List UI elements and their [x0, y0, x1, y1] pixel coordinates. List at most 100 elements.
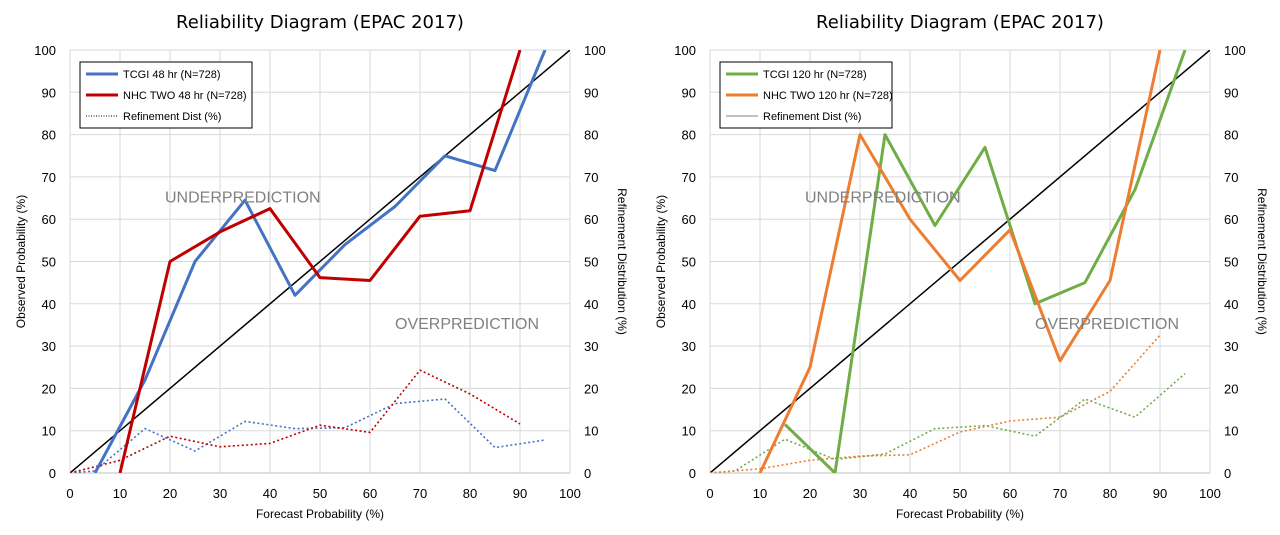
y2-tick-label: 20 [584, 381, 598, 396]
y-axis-label: Observed Probability (%) [14, 195, 28, 328]
y-tick-label: 50 [42, 255, 56, 270]
y2-tick-label: 100 [584, 43, 606, 58]
perfect-reliability-line [70, 50, 570, 473]
x-tick-label: 70 [413, 486, 427, 501]
x-tick-label: 90 [1153, 486, 1167, 501]
y2-tick-label: 30 [1224, 339, 1238, 354]
y2-tick-label: 40 [1224, 297, 1238, 312]
y2-tick-label: 100 [1224, 43, 1246, 58]
x-tick-label: 10 [753, 486, 767, 501]
y2-tick-label: 40 [584, 297, 598, 312]
y-tick-label: 80 [42, 128, 56, 143]
y-axis-label: Observed Probability (%) [654, 195, 668, 328]
y2-tick-label: 80 [584, 128, 598, 143]
right-reliability-chart: Reliability Diagram (EPAC 2017) 0 10 20 30 40… [654, 12, 1269, 521]
y2-tick-label: 20 [1224, 381, 1238, 396]
series-line-nhc-two [118, 50, 522, 473]
y-tick-label: 50 [682, 255, 696, 270]
refinement-dist-line [710, 372, 1186, 473]
x-tick-label: 20 [163, 486, 177, 501]
x-tick-label: 80 [463, 486, 477, 501]
gridlines [69, 49, 571, 474]
x-axis-label: Forecast Probability (%) [896, 507, 1024, 521]
y-tick-label: 100 [674, 43, 696, 58]
x-tick-label: 10 [113, 486, 127, 501]
legend-entry: NHC TWO 48 hr (N=728) [123, 90, 247, 102]
x-tick-label: 90 [513, 486, 527, 501]
underprediction-label: UNDERPREDICTION [805, 189, 961, 206]
y2-axis-label: Refinement Distribution (%) [615, 188, 629, 335]
y-tick-label: 60 [682, 212, 696, 227]
y2-tick-label: 80 [1224, 128, 1238, 143]
series-line-tcgi-120 [783, 50, 1187, 473]
x-tick-label: 50 [313, 486, 327, 501]
y-tick-label: 60 [42, 212, 56, 227]
y2-tick-label: 30 [584, 339, 598, 354]
y-tick-label: 0 [49, 466, 56, 481]
x-tick-label: 30 [213, 486, 227, 501]
x-tick-label: 0 [66, 486, 73, 501]
y2-tick-label: 90 [1224, 85, 1238, 100]
legend: TCGI 48 hr (N=728) NHC TWO 48 hr (N=728) R… [79, 61, 253, 129]
x-axis-label: Forecast Probability (%) [256, 507, 384, 521]
y-tick-label: 20 [682, 381, 696, 396]
refinement-dist-line [70, 369, 521, 473]
overprediction-label: OVERPREDICTION [395, 316, 539, 333]
y-tick-label: 70 [42, 170, 56, 185]
y2-tick-label: 10 [1224, 424, 1238, 439]
x-tick-label: 60 [1003, 486, 1017, 501]
x-tick-label: 40 [903, 486, 917, 501]
x-tick-label: 0 [706, 486, 713, 501]
x-tick-label: 80 [1103, 486, 1117, 501]
series-line-tcgi-48 [93, 50, 547, 473]
legend: TCGI 120 hr (N=728) NHC TWO 120 hr (N=728… [719, 61, 893, 129]
y2-tick-label: 50 [1224, 255, 1238, 270]
y2-axis-label: Refinement Distribution (%) [1255, 188, 1269, 335]
y-tick-label: 40 [42, 297, 56, 312]
y2-tick-label: 0 [584, 466, 591, 481]
y2-tick-label: 90 [584, 85, 598, 100]
legend-entry: NHC TWO 120 hr (N=728) [763, 90, 893, 102]
y2-tick-label: 50 [584, 255, 598, 270]
x-tick-label: 100 [559, 486, 581, 501]
y-tick-label: 30 [42, 339, 56, 354]
y-tick-label: 20 [42, 381, 56, 396]
chart-title: Reliability Diagram (EPAC 2017) [816, 12, 1104, 33]
chart-title: Reliability Diagram (EPAC 2017) [176, 12, 464, 33]
overprediction-label: OVERPREDICTION [1035, 316, 1179, 333]
x-tick-label: 30 [853, 486, 867, 501]
plot-area [70, 50, 570, 473]
refinement-dist-line [710, 334, 1161, 473]
legend-entry: Refinement Dist (%) [123, 111, 221, 123]
left-reliability-chart: Reliability Diagram (EPAC 2017) 0 10 20 30 40… [14, 12, 629, 521]
series-line-nhc-two [758, 50, 1162, 473]
refinement-dist-line [70, 398, 546, 473]
y-tick-label: 40 [682, 297, 696, 312]
y-tick-label: 90 [682, 85, 696, 100]
y-tick-label: 100 [34, 43, 56, 58]
legend-entry: TCGI 48 hr (N=728) [123, 69, 221, 81]
y-tick-label: 90 [42, 85, 56, 100]
y2-tick-label: 60 [1224, 212, 1238, 227]
y-tick-label: 30 [682, 339, 696, 354]
y-tick-label: 0 [689, 466, 696, 481]
y-tick-label: 10 [42, 424, 56, 439]
y2-tick-label: 0 [1224, 466, 1231, 481]
legend-entry: TCGI 120 hr (N=728) [763, 69, 867, 81]
y2-tick-label: 60 [584, 212, 598, 227]
y-tick-label: 10 [682, 424, 696, 439]
plot-area [710, 50, 1210, 473]
x-tick-label: 20 [803, 486, 817, 501]
y2-tick-label: 10 [584, 424, 598, 439]
x-tick-label: 50 [953, 486, 967, 501]
underprediction-label: UNDERPREDICTION [165, 189, 321, 206]
x-tick-label: 100 [1199, 486, 1221, 501]
x-tick-label: 70 [1053, 486, 1067, 501]
y-tick-label: 80 [682, 128, 696, 143]
legend-entry: Refinement Dist (%) [763, 111, 861, 123]
x-tick-label: 60 [363, 486, 377, 501]
